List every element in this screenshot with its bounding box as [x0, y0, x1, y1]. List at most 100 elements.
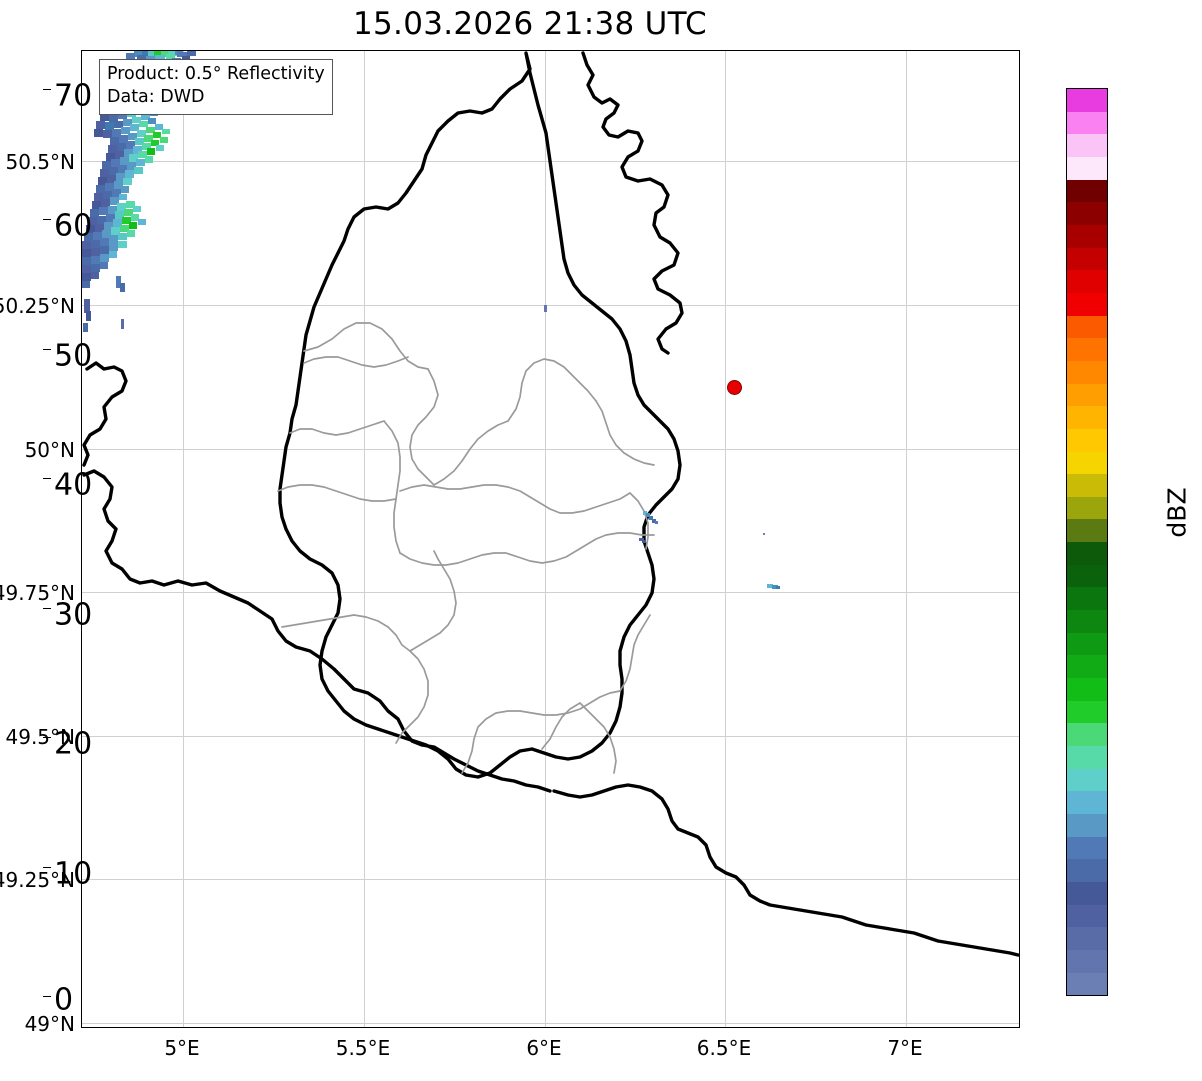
tick-mark-lon-5p5 [364, 1027, 365, 1028]
cb-tick-70 [43, 89, 51, 91]
colorbar-band [1067, 360, 1107, 384]
colorbar-band [1067, 519, 1107, 543]
colorbar-band [1067, 972, 1107, 996]
cb-tick-label-60: 60 [54, 208, 93, 244]
product-info-box: Product: 0.5° Reflectivity Data: DWD [99, 59, 333, 116]
info-product-line: Product: 0.5° Reflectivity [107, 64, 325, 84]
ytick-label-49: 49°N [24, 1012, 75, 1036]
tick-mark-lat-50 [81, 449, 82, 450]
colorbar-band [1067, 904, 1107, 928]
ytick-label-50p25: 50.25°N [0, 294, 75, 318]
xtick-label-7: 7°E [887, 1036, 923, 1060]
gridline-lon-6 [545, 51, 546, 1027]
colorbar-band [1067, 224, 1107, 248]
tick-mark-lat-49 [81, 1023, 82, 1024]
cb-tick-50 [43, 349, 51, 351]
ytick-label-49p25: 49.25°N [0, 868, 75, 892]
echo-speck-centre [544, 305, 547, 312]
colorbar[interactable] [1066, 88, 1108, 996]
radar-echo-layer [82, 51, 780, 589]
district-borders-path [277, 322, 655, 774]
info-data-line: Data: DWD [107, 87, 205, 108]
colorbar-band [1067, 179, 1107, 203]
echo-cells-east [639, 511, 765, 543]
colorbar-band [1067, 746, 1107, 769]
colorbar-band [1067, 542, 1107, 565]
radar-map-plot[interactable]: Product: 0.5° Reflectivity Data: DWD [81, 50, 1020, 1028]
cb-tick-40 [43, 478, 51, 480]
cb-tick-label-20: 20 [54, 726, 93, 762]
colorbar-band [1067, 474, 1107, 497]
tick-mark-lat-50p5 [81, 161, 82, 162]
colorbar-band [1067, 134, 1107, 157]
colorbar-band [1067, 338, 1107, 361]
colorbar-band [1067, 632, 1107, 656]
tick-mark-lat-49p75 [81, 592, 82, 593]
tick-mark-lon-6p5 [725, 1027, 726, 1028]
xtick-label-5: 5°E [164, 1036, 200, 1060]
echo-cell-southeast [767, 584, 780, 589]
cb-tick-10 [43, 867, 51, 869]
colorbar-band [1067, 89, 1107, 112]
gridline-lat-49 [82, 1023, 1019, 1024]
colorbar-band [1067, 270, 1107, 293]
colorbar-band [1067, 927, 1107, 950]
gridline-lat-49p75 [82, 592, 1019, 593]
tick-mark-lon-6 [545, 1027, 546, 1028]
colorbar-band [1067, 156, 1107, 180]
colorbar-band [1067, 814, 1107, 837]
colorbar-band [1067, 881, 1107, 905]
radar-site-marker[interactable] [727, 380, 742, 395]
map-vector-layer [82, 51, 1019, 957]
colorbar-band [1067, 768, 1107, 792]
colorbar-band [1067, 406, 1107, 429]
gridline-lon-7 [906, 51, 907, 1027]
colorbar-band [1067, 655, 1107, 679]
cb-tick-60 [43, 219, 51, 221]
xtick-label-6p5: 6.5°E [696, 1036, 752, 1060]
colorbar-band [1067, 700, 1107, 724]
gridline-lon-5p5 [364, 51, 365, 1027]
colorbar-band [1067, 292, 1107, 316]
xtick-label-6: 6°E [526, 1036, 562, 1060]
colorbar-band [1067, 723, 1107, 747]
colorbar-band [1067, 451, 1107, 475]
colorbar-band [1067, 836, 1107, 860]
colorbar-band [1067, 428, 1107, 452]
cb-tick-20 [43, 737, 51, 739]
colorbar-band [1067, 315, 1107, 339]
colorbar-band [1067, 678, 1107, 701]
tick-mark-lon-7 [906, 1027, 907, 1028]
page-title: 15.03.2026 21:38 UTC [353, 6, 707, 42]
cb-tick-label-70: 70 [54, 78, 93, 114]
cb-tick-label-10: 10 [54, 856, 93, 892]
colorbar-band [1067, 383, 1107, 407]
gridline-lat-50p25 [82, 305, 1019, 306]
tick-mark-lon-5 [183, 1027, 184, 1028]
cb-tick-0 [43, 996, 51, 998]
cb-tick-label-40: 40 [54, 467, 93, 503]
colorbar-band [1067, 587, 1107, 611]
colorbar-band [1067, 202, 1107, 225]
country-borders-path [82, 51, 1019, 957]
colorbar-band [1067, 496, 1107, 520]
ytick-label-50: 50°N [24, 438, 75, 462]
cb-tick-label-50: 50 [54, 338, 93, 374]
ytick-label-50p5: 50.5°N [5, 150, 76, 174]
ytick-label-49p5: 49.5°N [5, 725, 76, 749]
gridline-lat-50 [82, 449, 1019, 450]
colorbar-band [1067, 859, 1107, 882]
xtick-label-5p5: 5.5°E [335, 1036, 391, 1060]
colorbar-band [1067, 247, 1107, 271]
gridline-lon-5 [183, 51, 184, 1027]
colorbar-band [1067, 610, 1107, 633]
cb-tick-30 [43, 608, 51, 610]
cb-tick-label-0: 0 [54, 982, 74, 1018]
colorbar-axis-label: dBZ [1162, 487, 1192, 538]
colorbar-band [1067, 111, 1107, 135]
cb-tick-label-30: 30 [54, 597, 93, 633]
tick-mark-lat-50p25 [81, 305, 82, 306]
gridline-lat-49p25 [82, 879, 1019, 880]
colorbar-band [1067, 564, 1107, 588]
colorbar-band [1067, 791, 1107, 814]
